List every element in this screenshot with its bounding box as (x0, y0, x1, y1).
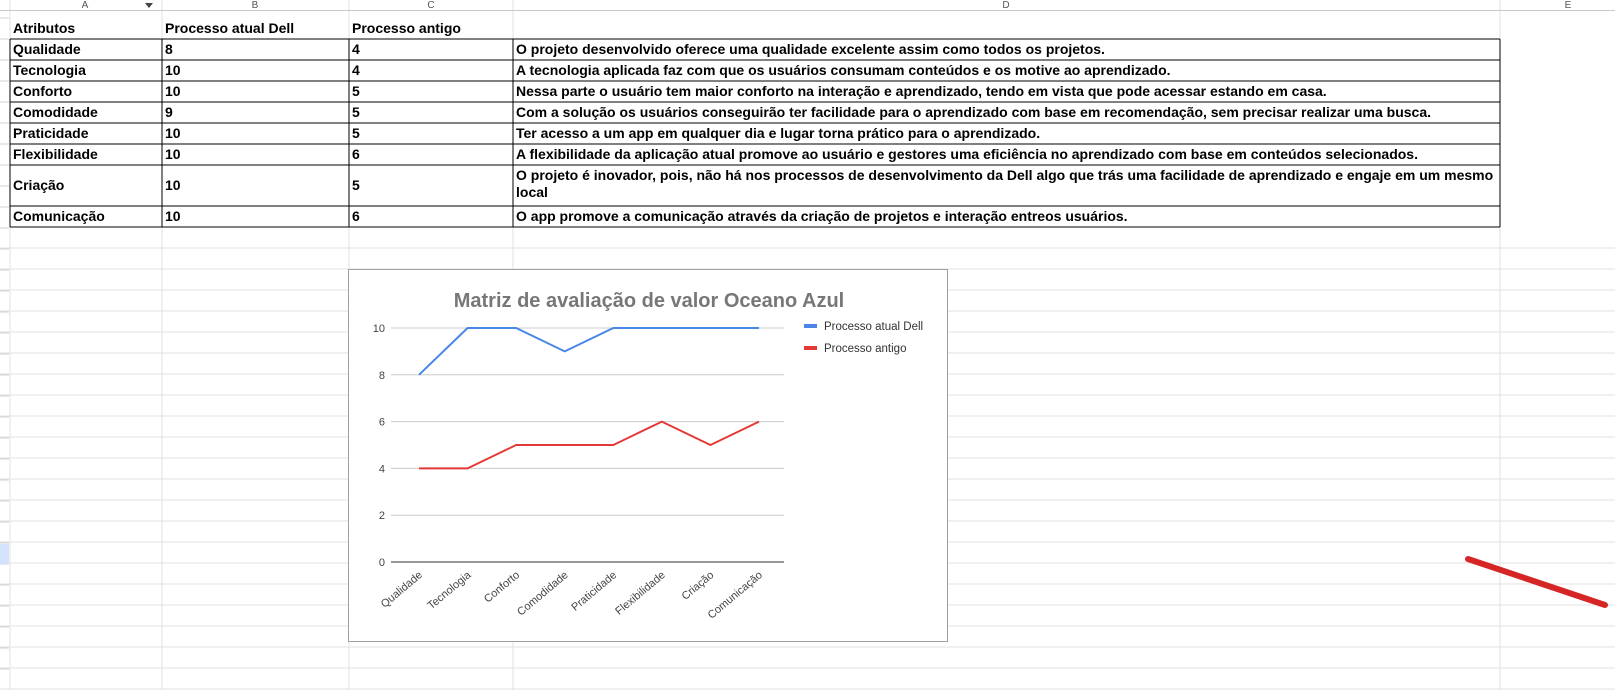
x-tick-label: Qualidade (379, 569, 425, 610)
y-tick-label: 10 (373, 323, 385, 335)
legend-label[interactable]: Processo antigo (824, 343, 906, 355)
cell-antigo[interactable]: 5 (352, 177, 360, 193)
y-tick-label: 4 (379, 463, 385, 475)
y-tick-label: 2 (379, 510, 385, 522)
chart-title: Matriz de avaliação de valor Oceano Azul (454, 290, 845, 312)
legend-swatch (804, 324, 817, 328)
cell-atributo[interactable]: Qualidade (13, 41, 81, 57)
cell-antigo[interactable]: 6 (352, 146, 360, 162)
column-header-a[interactable]: A (81, 0, 89, 11)
cell-descricao[interactable]: Nessa parte o usuário tem maior conforto… (516, 83, 1327, 99)
cell-antigo[interactable]: 6 (352, 208, 360, 224)
cell-antigo[interactable]: 5 (352, 104, 360, 120)
cell-atributo[interactable]: Criação (13, 177, 65, 193)
column-header-c[interactable]: C (427, 0, 435, 11)
series-line-1[interactable] (419, 420, 760, 470)
legend-swatch (804, 346, 817, 350)
cell-descricao[interactable]: Com a solução os usuários conseguirão te… (516, 104, 1432, 120)
y-tick-label: 8 (379, 370, 385, 382)
cell-descricao[interactable]: Ter acesso a um app em qualquer dia e lu… (516, 125, 1041, 141)
cell-descricao[interactable]: A tecnologia aplicada faz com que os usu… (516, 62, 1171, 78)
line-chart[interactable]: Matriz de avaliação de valor Oceano Azul… (348, 269, 948, 642)
x-tick-label: Criação (680, 569, 717, 603)
column-header-d[interactable]: D (1002, 0, 1010, 11)
column-header-b[interactable]: B (251, 0, 259, 11)
x-tick-label: Conforto (482, 569, 522, 605)
cell-atual[interactable]: 10 (165, 125, 181, 141)
cell-descricao[interactable]: O app promove a comunicação através da c… (516, 208, 1128, 224)
cell-descricao[interactable]: O projeto desenvolvido oferece uma quali… (516, 41, 1105, 57)
x-tick-label: Comodidade (515, 569, 570, 618)
cell-atributo[interactable]: Comodidade (13, 104, 98, 120)
y-tick-label: 0 (379, 557, 385, 569)
cell-antigo[interactable]: 5 (352, 83, 360, 99)
cell-atual[interactable]: 9 (165, 104, 173, 120)
cell-atributo[interactable]: Praticidade (13, 125, 89, 141)
cell-atual[interactable]: 10 (165, 177, 181, 193)
cell-atual[interactable]: 10 (165, 62, 181, 78)
cell-antigo[interactable]: 5 (352, 125, 360, 141)
header-cell[interactable]: Processo atual Dell (165, 20, 295, 36)
chart-canvas: Matriz de avaliação de valor Oceano Azul… (373, 290, 923, 622)
cell-atributo[interactable]: Conforto (13, 83, 73, 99)
y-tick-label: 6 (379, 417, 385, 429)
cell-atributo[interactable]: Comunicação (13, 208, 105, 224)
x-tick-label: Praticidade (569, 569, 619, 614)
cell-atributo[interactable]: Flexibilidade (13, 146, 98, 162)
header-cell[interactable]: Atributos (13, 20, 76, 36)
cell-antigo[interactable]: 4 (352, 62, 360, 78)
legend-label[interactable]: Processo atual Dell (824, 321, 923, 333)
cell-atual[interactable]: 10 (165, 146, 181, 162)
x-tick-label: Tecnologia (425, 569, 474, 613)
cell-atributo[interactable]: Tecnologia (13, 62, 86, 78)
cell-atual[interactable]: 8 (165, 41, 173, 57)
cell-descricao[interactable]: A flexibilidade da aplicação atual promo… (516, 146, 1418, 162)
header-cell[interactable]: Processo antigo (352, 20, 461, 36)
cell-descricao[interactable]: O projeto é inovador, pois, não há nos p… (516, 167, 1494, 200)
filter-dropdown-icon[interactable] (145, 3, 153, 8)
cell-atual[interactable]: 10 (165, 208, 181, 224)
column-header-e[interactable]: E (1564, 0, 1572, 11)
x-tick-label: Flexibilidade (613, 569, 668, 618)
cell-antigo[interactable]: 4 (352, 41, 360, 57)
series-line-0[interactable] (418, 327, 759, 376)
cell-atual[interactable]: 10 (165, 83, 181, 99)
